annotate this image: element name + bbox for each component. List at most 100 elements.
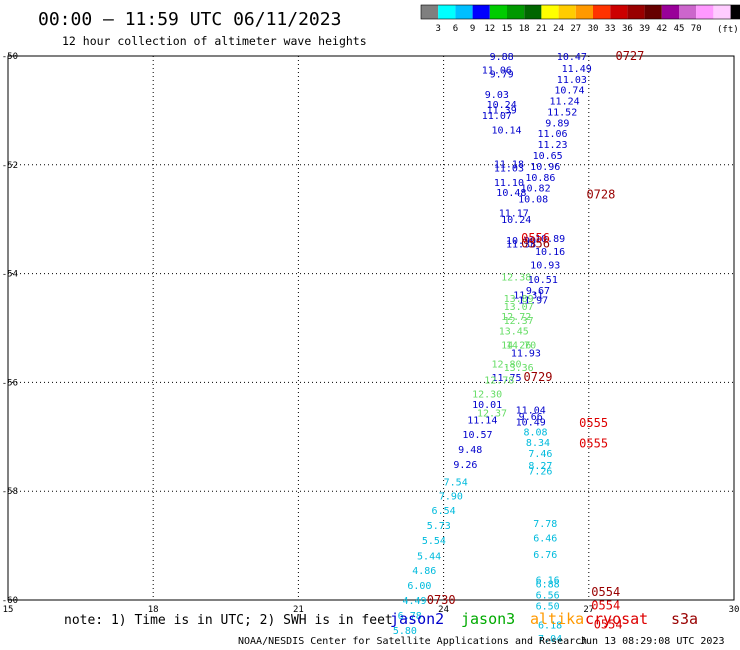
legend-jason2: jason2 [390,610,444,628]
wave-height-label: 11.17 [499,209,529,220]
colorbar-swatch [524,5,542,19]
wave-height-label: 10.49 [516,418,546,429]
colorbar-swatch [661,5,679,19]
wave-height-label: 7.04 [538,634,562,645]
pass-time-label: 0729 [524,370,553,384]
wave-height-label: 7.90 [439,492,463,503]
wave-height-label: 11.49 [562,64,592,75]
wave-height-label: 9.66 [519,412,543,423]
wave-height-label: 9.26 [453,460,477,471]
wave-height-label: 8.08 [524,427,548,438]
wave-height-label: 10.51 [528,275,558,286]
wave-height-label: 10.16 [535,247,565,258]
wave-height-label: 6.18 [538,620,562,631]
wave-height-label: 10.01 [472,400,502,411]
y-tick-label: -56 [2,378,18,388]
wave-height-label: 10.08 [518,195,548,206]
wave-height-label: 13.89 [504,294,534,305]
colorbar-tick-label: 6 [453,24,458,34]
pass-time-label: 0556 [521,237,550,251]
colorbar-border [420,4,740,20]
wave-height-label: 11.04 [516,406,546,417]
wave-height-label: 6.46 [533,533,557,544]
colorbar-swatch [627,5,645,19]
wave-height-label: 7.46 [528,449,552,460]
wave-height-label: 10.89 [535,234,565,245]
colorbar-tick-label: 42 [656,24,667,34]
wave-height-label: 9.67 [526,286,550,297]
colorbar-swatch [421,5,439,19]
wave-height-label: 11.10 [494,178,524,189]
wave-height-label: 5.44 [417,551,441,562]
wave-height-label: 11.03 [557,75,587,86]
colorbar-legend: 3 6 9 12 15 18 21 24 27 30 33 36 39 42 45 70 [420,4,740,34]
colorbar-swatch [713,5,731,19]
footer-credit: NOAA/NESDIS Center for Satellite Applica… [238,636,587,647]
x-tick-label: 15 [3,605,14,615]
wave-height-label: 10.74 [554,86,584,97]
x-tick-label: 30 [729,605,740,615]
wave-height-label: 8.27 [528,461,552,472]
wave-height-label: 14.70 [506,340,536,351]
wave-height-label: 12.72 [501,312,531,323]
colorbar-tick-label: 18 [519,24,530,34]
wave-height-label: 10.82 [521,184,551,195]
pass-time-label: 0730 [427,593,456,607]
x-tick-label: 18 [148,605,159,615]
colorbar-tick-label: 30 [588,24,599,34]
legend-jason3: jason3 [461,610,515,628]
wave-height-label: 9.79 [490,69,514,80]
wave-height-label: 11.93 [511,348,541,359]
x-tick-label: 24 [438,605,449,615]
satellite-legend: jason2 jason3 altika cryosat s3a [390,610,698,628]
pass-time-label: 0555 [579,436,608,450]
wave-height-label: 5.54 [422,536,446,547]
wave-height-label: 9.89 [545,118,569,129]
wave-height-label: 10.86 [525,173,555,184]
pass-time-label: 0556 [521,231,550,245]
wave-height-label: 12.37 [504,316,534,327]
wave-height-label: 13.07 [504,302,534,313]
colorbar-tick-label: 3 [435,24,440,34]
y-tick-label: -50 [2,52,18,62]
wave-height-label: 14.26 [501,340,531,351]
wave-height-label: 11.97 [518,296,548,307]
x-tick-label: 27 [583,605,594,615]
wave-height-label: 12.78 [484,376,514,387]
wave-height-label: 4.86 [412,566,436,577]
wave-height-label: 9.88 [490,52,514,63]
wave-height-label: 11.03 [494,164,524,175]
wave-height-label: 7.78 [533,519,557,530]
wave-height-label: 6.00 [407,581,431,592]
plot-area [7,55,735,601]
colorbar-tick-label: 33 [605,24,616,34]
wave-height-label: 13.36 [504,363,534,374]
wave-height-label: 5.80 [393,626,417,637]
colorbar-swatch [730,5,740,19]
wave-height-label: 12.37 [477,408,507,419]
wave-height-label: 6.54 [432,506,456,517]
wave-height-label: 12.30 [472,389,502,400]
wave-height-label: 6.50 [536,601,560,612]
colorbar-tick-label: 70 [691,24,702,34]
colorbar-swatch [541,5,559,19]
gridlines [8,56,734,600]
wave-height-label: 11.18 [494,160,524,171]
legend-s3a: s3a [671,610,698,628]
colorbar-tick-label: 39 [639,24,650,34]
pass-time-label: 0727 [615,49,644,63]
wave-height-label: 10.47 [557,52,587,63]
colorbar-tick-label: 12 [484,24,495,34]
y-tick-label: -54 [2,270,18,280]
wave-height-label: 6.88 [536,580,560,591]
footer-timestamp: Jun 13 08:29:08 UTC 2023 [580,636,725,647]
y-tick-label: -52 [2,161,18,171]
colorbar-swatch [593,5,611,19]
wave-height-label: 10.24 [501,215,531,226]
footer-note: note: 1) Time is in UTC; 2) SWH is in fe… [64,613,393,628]
wave-height-label: 10.93 [530,260,560,271]
colorbar-unit: (ft) [717,25,739,35]
colorbar-tick-label: 45 [674,24,685,34]
colorbar-tick-label: 15 [502,24,513,34]
colorbar-tick-label: 24 [553,24,564,34]
